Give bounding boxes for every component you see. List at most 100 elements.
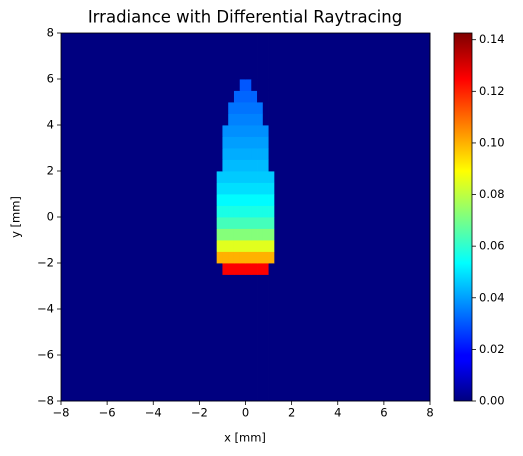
heat-cell (61, 251, 212, 264)
heat-cell (61, 263, 212, 275)
heat-cell (233, 228, 241, 241)
x-tick-label: 8 (426, 406, 433, 420)
heat-cell (274, 228, 281, 241)
colorbar-tick-label: 0.00 (479, 394, 505, 408)
heat-cell (257, 90, 264, 103)
heat-cell (245, 217, 252, 229)
heat-cell (268, 274, 275, 402)
heat-cell (210, 263, 218, 275)
y-axis-label: y [mm] (9, 196, 23, 238)
heat-cell (262, 274, 269, 402)
heat-cell (222, 159, 229, 172)
heat-cell (228, 90, 235, 103)
heat-cell (210, 251, 218, 264)
heat-cell (245, 263, 252, 275)
heat-cell (233, 217, 241, 229)
heat-cell (274, 113, 281, 126)
heat-cell (274, 125, 281, 137)
heat-cell (222, 33, 229, 80)
heat-cell (280, 274, 431, 402)
heat-cell (268, 228, 275, 241)
heat-cell (251, 159, 258, 172)
heat-cell (233, 194, 241, 206)
heat-cell (228, 113, 235, 126)
heat-cell (228, 102, 235, 114)
heat-cell (239, 102, 246, 114)
heat-cell (262, 148, 269, 160)
heat-cell (274, 194, 281, 206)
heat-cell (280, 251, 431, 264)
heat-cell (257, 251, 264, 264)
heat-cell (216, 228, 223, 241)
heat-cell (228, 148, 235, 160)
x-tick-label: −6 (99, 406, 116, 420)
heat-cell (222, 228, 229, 241)
heat-cell (233, 251, 241, 264)
heat-cell (262, 79, 269, 91)
heat-cell (61, 79, 212, 91)
heat-cell (210, 79, 218, 91)
heat-cell (268, 263, 275, 275)
heat-cell (61, 159, 212, 172)
heat-cell (239, 263, 246, 275)
heat-cell (257, 113, 264, 126)
heat-cell (251, 113, 258, 126)
heat-cell (245, 182, 252, 195)
heat-cell (210, 205, 218, 218)
heat-cell (245, 102, 252, 114)
heat-cell (222, 240, 229, 252)
heat-cell (280, 171, 431, 183)
heat-cell (280, 148, 431, 160)
heat-cell (233, 263, 241, 275)
heat-cell (210, 182, 218, 195)
heat-cell (61, 113, 212, 126)
heat-cell (216, 274, 223, 402)
heat-cell (251, 102, 258, 114)
heat-cell (257, 171, 264, 183)
heat-cell (280, 90, 431, 103)
x-tick-label: −2 (191, 406, 208, 420)
heat-cell (257, 240, 264, 252)
heat-cell (239, 79, 246, 91)
heat-cell (239, 171, 246, 183)
heat-cell (280, 217, 431, 229)
heat-cell (210, 113, 218, 126)
heat-cell (222, 125, 229, 137)
heat-cell (233, 240, 241, 252)
heat-cell (239, 228, 246, 241)
heat-cell (210, 102, 218, 114)
heat-cell (239, 33, 246, 80)
heat-cell (245, 79, 252, 91)
heat-cell (257, 263, 264, 275)
heat-cell (239, 113, 246, 126)
heat-cell (222, 251, 229, 264)
heat-cell (274, 102, 281, 114)
heat-cell (228, 182, 235, 195)
y-tick-label: −8 (37, 394, 54, 408)
heat-cell (262, 136, 269, 149)
x-axis-label: x [mm] (224, 431, 266, 445)
heat-cell (233, 113, 241, 126)
heat-cell (262, 159, 269, 172)
heat-cell (262, 217, 269, 229)
heat-cell (228, 240, 235, 252)
heat-cell (268, 240, 275, 252)
heat-cell (268, 113, 275, 126)
heat-cell (210, 228, 218, 241)
heat-cell (233, 205, 241, 218)
heat-cell (280, 263, 431, 275)
heat-cell (233, 33, 241, 80)
heat-cell (251, 90, 258, 103)
heat-cell (245, 228, 252, 241)
heat-cell (233, 136, 241, 149)
heat-cell (251, 136, 258, 149)
heat-cell (251, 33, 258, 80)
heat-cell (268, 251, 275, 264)
heat-cell (274, 33, 281, 80)
heat-cell (228, 79, 235, 91)
x-tick-label: 0 (242, 406, 249, 420)
heat-cell (268, 194, 275, 206)
heat-cell (274, 205, 281, 218)
heat-cell (262, 171, 269, 183)
heat-cell (239, 159, 246, 172)
